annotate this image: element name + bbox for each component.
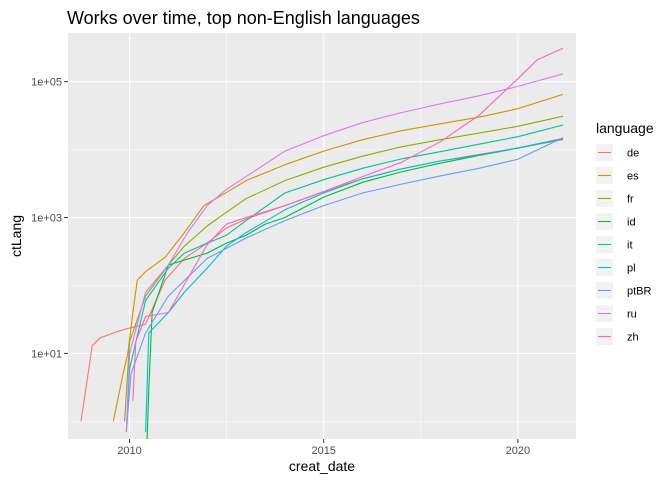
legend: language de es fr id it pl ptBR ru zh [596, 120, 654, 345]
series-line-ptBR [125, 137, 564, 432]
series-line-it [125, 124, 564, 432]
series-line-pl [145, 138, 564, 432]
y-tick-label: 1e+01 [31, 348, 62, 360]
legend-label-it: it [627, 240, 633, 252]
y-axis: 1e+01 1e+03 1e+05 [31, 77, 68, 360]
series-line-ru [125, 73, 564, 432]
legend-label-de: de [627, 148, 639, 160]
series-line-id [146, 138, 564, 440]
y-axis-title: ctLang [8, 215, 24, 257]
legend-label-ru: ru [627, 309, 637, 321]
legend-label-id: id [627, 217, 636, 229]
series-line-zh [132, 47, 564, 401]
legend-label-pl: pl [627, 263, 636, 275]
major-gridlines [68, 33, 576, 439]
y-tick-label: 1e+03 [31, 213, 62, 225]
legend-label-es: es [627, 171, 639, 183]
x-tick-label: 2020 [506, 445, 530, 457]
legend-label-ptBR: ptBR [627, 286, 652, 298]
series-line-fr [124, 115, 564, 422]
plot-panel [68, 33, 576, 439]
x-axis-title: creat_date [289, 458, 355, 474]
legend-label-zh: zh [627, 332, 639, 344]
chart-title: Works over time, top non-English languag… [67, 8, 420, 28]
y-tick-label: 1e+05 [31, 77, 62, 89]
x-axis: 2010 2015 2020 [117, 439, 530, 457]
series-line-es [112, 93, 564, 422]
legend-title: language [596, 120, 654, 136]
x-tick-label: 2015 [311, 445, 335, 457]
legend-label-fr: fr [627, 194, 634, 206]
series-lines [80, 47, 564, 440]
x-tick-label: 2010 [117, 445, 141, 457]
